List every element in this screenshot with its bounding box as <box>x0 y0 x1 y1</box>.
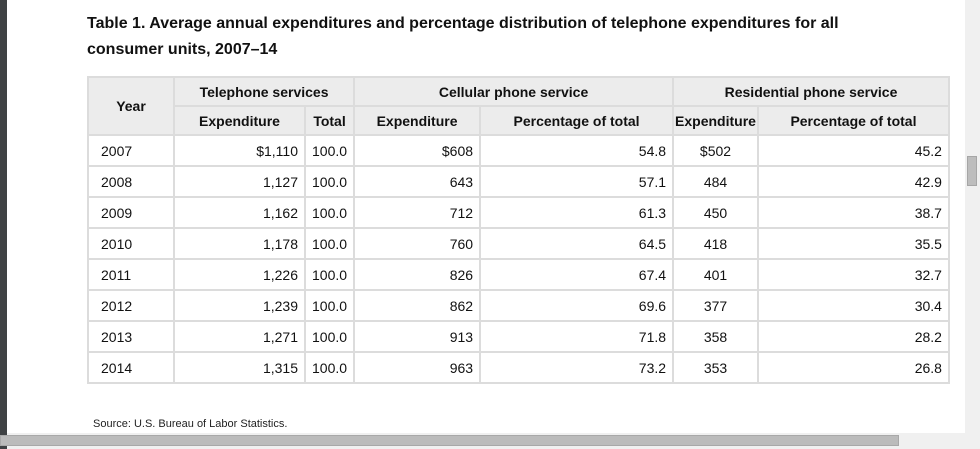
cell-year: 2014 <box>87 351 175 384</box>
header-cellular: Cellular phone service <box>353 76 675 107</box>
header-telephone-total: Total <box>303 105 356 136</box>
cell-residential-expenditure: 358 <box>672 320 759 353</box>
cell-cellular-pct: 69.6 <box>479 289 675 322</box>
cell-telephone-expenditure: 1,178 <box>173 227 306 260</box>
cell-telephone-total: 100.0 <box>303 351 356 384</box>
table-row: 2014 1,315 100.0 963 73.2 353 26.8 <box>87 351 950 384</box>
cell-residential-pct: 42.9 <box>756 165 950 198</box>
cell-cellular-expenditure: 862 <box>353 289 482 322</box>
cell-residential-expenditure: 418 <box>672 227 759 260</box>
table-row: 2007 $1,110 100.0 $608 54.8 $502 45.2 <box>87 134 950 167</box>
cell-telephone-expenditure: 1,127 <box>173 165 306 198</box>
header-residential-pct: Percentage of total <box>756 105 950 136</box>
table-row: 2010 1,178 100.0 760 64.5 418 35.5 <box>87 227 950 260</box>
cell-cellular-pct: 73.2 <box>479 351 675 384</box>
cell-telephone-total: 100.0 <box>303 258 356 291</box>
cell-cellular-expenditure: 643 <box>353 165 482 198</box>
cell-cellular-expenditure: $608 <box>353 134 482 167</box>
cell-year: 2010 <box>87 227 175 260</box>
cell-residential-pct: 45.2 <box>756 134 950 167</box>
cell-cellular-pct: 71.8 <box>479 320 675 353</box>
cell-residential-expenditure: 484 <box>672 165 759 198</box>
window-edge <box>0 0 7 449</box>
cell-residential-pct: 35.5 <box>756 227 950 260</box>
table-title: Table 1. Average annual expenditures and… <box>87 15 839 58</box>
cell-residential-expenditure: 401 <box>672 258 759 291</box>
cell-year: 2007 <box>87 134 175 167</box>
cell-residential-expenditure: 353 <box>672 351 759 384</box>
cell-telephone-expenditure: 1,162 <box>173 196 306 229</box>
cell-cellular-pct: 64.5 <box>479 227 675 260</box>
cell-year: 2008 <box>87 165 175 198</box>
cell-cellular-expenditure: 826 <box>353 258 482 291</box>
cell-residential-expenditure: 377 <box>672 289 759 322</box>
cell-residential-pct: 32.7 <box>756 258 950 291</box>
horizontal-scrollbar-thumb[interactable] <box>0 435 899 446</box>
cell-cellular-pct: 61.3 <box>479 196 675 229</box>
cell-telephone-total: 100.0 <box>303 165 356 198</box>
expenditure-table: Year Telephone services Cellular phone s… <box>87 76 950 384</box>
cell-residential-pct: 26.8 <box>756 351 950 384</box>
cell-cellular-pct: 67.4 <box>479 258 675 291</box>
header-telephone-services: Telephone services <box>172 76 356 107</box>
vertical-scrollbar-thumb[interactable] <box>967 156 977 186</box>
cell-residential-pct: 28.2 <box>756 320 950 353</box>
cell-year: 2009 <box>87 196 175 229</box>
cell-cellular-expenditure: 963 <box>353 351 482 384</box>
cell-telephone-total: 100.0 <box>303 320 356 353</box>
cell-cellular-pct: 54.8 <box>479 134 675 167</box>
cell-year: 2012 <box>87 289 175 322</box>
cell-telephone-total: 100.0 <box>303 134 356 167</box>
table-row: 2011 1,226 100.0 826 67.4 401 32.7 <box>87 258 950 291</box>
cell-year: 2013 <box>87 320 175 353</box>
source-note: Source: U.S. Bureau of Labor Statistics. <box>93 418 288 430</box>
table-row: 2009 1,162 100.0 712 61.3 450 38.7 <box>87 196 950 229</box>
table-row: 2012 1,239 100.0 862 69.6 377 30.4 <box>87 289 950 322</box>
vertical-scrollbar[interactable] <box>965 0 980 449</box>
cell-year: 2011 <box>87 258 175 291</box>
document-page: Table 1. Average annual expenditures and… <box>7 0 965 433</box>
cell-cellular-expenditure: 712 <box>353 196 482 229</box>
header-residential-expenditure: Expenditure <box>672 105 759 136</box>
cell-telephone-expenditure: $1,110 <box>173 134 306 167</box>
header-cellular-expenditure: Expenditure <box>353 105 482 136</box>
cell-residential-expenditure: $502 <box>672 134 759 167</box>
cell-cellular-pct: 57.1 <box>479 165 675 198</box>
header-telephone-expenditure: Expenditure <box>173 105 306 136</box>
cell-telephone-total: 100.0 <box>303 196 356 229</box>
header-cellular-pct: Percentage of total <box>479 105 675 136</box>
cell-telephone-expenditure: 1,239 <box>173 289 306 322</box>
cell-residential-pct: 30.4 <box>756 289 950 322</box>
cell-telephone-expenditure: 1,226 <box>173 258 306 291</box>
cell-telephone-expenditure: 1,315 <box>173 351 306 384</box>
cell-telephone-total: 100.0 <box>303 227 356 260</box>
cell-cellular-expenditure: 760 <box>353 227 482 260</box>
cell-residential-expenditure: 450 <box>672 196 759 229</box>
cell-telephone-expenditure: 1,271 <box>173 320 306 353</box>
table-row: 2013 1,271 100.0 913 71.8 358 28.2 <box>87 320 950 353</box>
table-row: 2008 1,127 100.0 643 57.1 484 42.9 <box>87 165 950 198</box>
cell-residential-pct: 38.7 <box>756 196 950 229</box>
cell-telephone-total: 100.0 <box>303 289 356 322</box>
cell-cellular-expenditure: 913 <box>353 320 482 353</box>
header-year: Year <box>87 76 175 136</box>
header-residential: Residential phone service <box>672 76 950 107</box>
